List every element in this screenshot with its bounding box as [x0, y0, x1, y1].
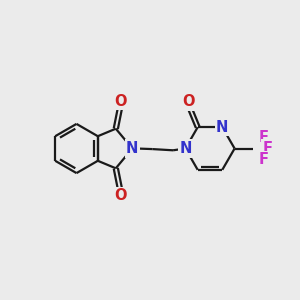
Text: F: F	[259, 130, 269, 145]
Text: O: O	[114, 188, 127, 203]
Text: N: N	[216, 120, 229, 135]
Text: F: F	[262, 141, 273, 156]
Text: O: O	[182, 94, 195, 109]
Text: O: O	[114, 94, 127, 109]
Text: N: N	[126, 141, 139, 156]
Text: F: F	[259, 152, 269, 167]
Text: N: N	[179, 141, 192, 156]
